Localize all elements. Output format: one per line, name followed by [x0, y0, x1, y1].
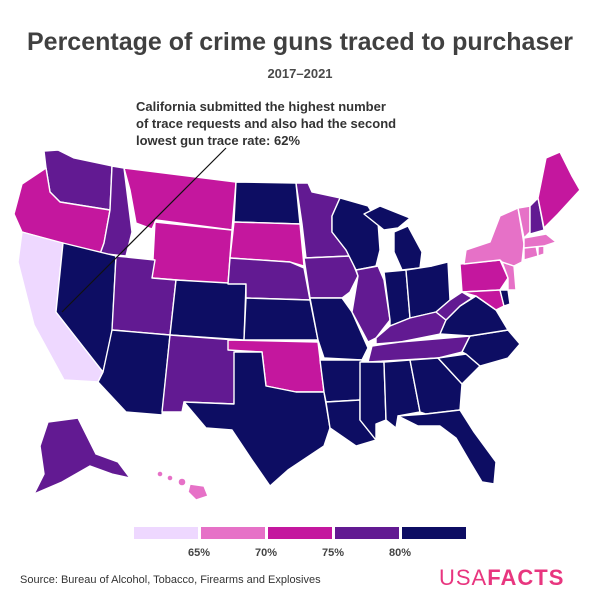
- state-texas[interactable]: [183, 351, 331, 487]
- state-maine[interactable]: [537, 151, 581, 229]
- state-new-mexico[interactable]: [161, 334, 237, 413]
- state-new-york[interactable]: [463, 207, 525, 267]
- state-north-dakota[interactable]: [233, 181, 301, 225]
- state-south-dakota[interactable]: [229, 221, 305, 267]
- annotation-line-1: California submitted the highest number: [136, 99, 386, 114]
- legend-swatch-2: [201, 527, 265, 539]
- state-maryland[interactable]: [461, 289, 505, 311]
- state-hawaii[interactable]: [156, 470, 209, 501]
- map-subtitle: 2017–2021: [267, 66, 333, 81]
- usafacts-logo: USAFACTS: [439, 565, 564, 591]
- state-kansas[interactable]: [243, 297, 319, 341]
- source-note: Source: Bureau of Alcohol, Tobacco, Fire…: [20, 574, 321, 586]
- annotation-line-3: lowest gun trace rate: 62%: [136, 133, 300, 148]
- state-iowa[interactable]: [303, 255, 359, 299]
- map-title: Percentage of crime guns traced to purch…: [26, 28, 573, 56]
- legend-tick-70: 70%: [254, 547, 278, 559]
- california-annotation: California submitted the highest number …: [136, 98, 406, 149]
- state-montana[interactable]: [123, 167, 237, 231]
- state-delaware[interactable]: [499, 289, 511, 307]
- state-new-hampshire[interactable]: [529, 197, 545, 235]
- logo-usa: USA: [439, 565, 488, 590]
- legend-tick-75: 75%: [321, 547, 345, 559]
- state-missouri[interactable]: [309, 297, 369, 361]
- state-arizona[interactable]: [97, 329, 171, 416]
- state-colorado[interactable]: [169, 279, 247, 341]
- annotation-leader-line: [61, 147, 227, 313]
- state-florida[interactable]: [397, 409, 497, 485]
- legend-swatch-3: [268, 527, 332, 539]
- state-alaska[interactable]: [33, 417, 131, 495]
- state-rhode-island[interactable]: [537, 245, 545, 257]
- color-legend: 65% 70% 75% 80%: [134, 527, 466, 559]
- state-wyoming[interactable]: [151, 221, 233, 285]
- legend-swatch-4: [335, 527, 399, 539]
- state-arkansas[interactable]: [319, 359, 363, 403]
- state-massachusetts[interactable]: [523, 233, 557, 249]
- legend-tick-80: 80%: [388, 547, 412, 559]
- legend-swatch-1: [134, 527, 198, 539]
- us-choropleth-map: [13, 147, 581, 501]
- state-west-virginia[interactable]: [435, 291, 473, 321]
- state-pennsylvania[interactable]: [459, 259, 509, 293]
- legend-swatch-5: [402, 527, 466, 539]
- annotation-line-2: of trace requests and also had the secon…: [136, 116, 397, 131]
- legend-tick-65: 65%: [187, 547, 211, 559]
- logo-facts: FACTS: [487, 565, 565, 590]
